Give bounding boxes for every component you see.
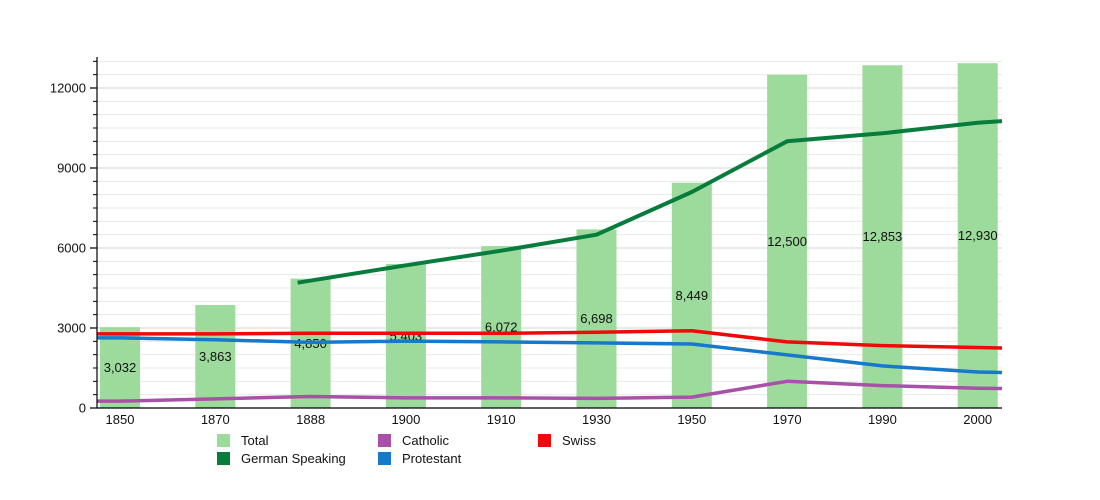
- bar-value-label: 12,930: [958, 228, 998, 243]
- legend-item-total: Total: [217, 432, 269, 448]
- bar: [671, 182, 712, 408]
- y-axis-tick-label: 6000: [57, 241, 86, 256]
- legend-item-catholic: Catholic: [378, 432, 449, 448]
- y-axis-tick-label: 12000: [50, 81, 86, 96]
- bar: [862, 65, 903, 409]
- x-axis-tick-label: 1910: [487, 412, 516, 427]
- legend-item-protestant: Protestant: [378, 450, 462, 466]
- legend-item-german-speaking: German Speaking: [217, 450, 346, 466]
- x-axis-tick-label: 1888: [296, 412, 325, 427]
- bar-value-label: 6,698: [580, 311, 613, 326]
- x-axis-tick-label: 1870: [201, 412, 230, 427]
- series-line-catholic: [97, 379, 1003, 403]
- x-axis-tick-label: 1900: [391, 412, 420, 427]
- x-axis-tick-label: 1930: [582, 412, 611, 427]
- bar-value-label: 8,449: [676, 288, 709, 303]
- series-line-protestant: [97, 336, 1003, 375]
- legend-swatch-total: [217, 433, 230, 447]
- series-line-swiss: [97, 328, 1003, 350]
- x-axis-tick-label: 1950: [677, 412, 706, 427]
- legend-label-german-speaking: German Speaking: [241, 450, 346, 466]
- bar: [195, 304, 236, 408]
- legend-label-protestant: Protestant: [402, 450, 462, 466]
- series-line-german-speaking: [297, 119, 1003, 285]
- x-axis-tick-label: 1970: [773, 412, 802, 427]
- bar-value-label: 6,072: [485, 320, 518, 335]
- bar-value-label: 3,032: [104, 360, 137, 375]
- legend-label-total: Total: [241, 432, 269, 448]
- bar: [576, 229, 617, 408]
- legend-item-swiss: Swiss: [538, 432, 596, 448]
- bar-value-label: 12,500: [767, 234, 807, 249]
- legend-label-swiss: Swiss: [562, 432, 596, 448]
- bar: [100, 327, 140, 408]
- x-axis-tick-label: 1850: [106, 412, 135, 427]
- bar: [481, 246, 522, 408]
- bar: [385, 263, 426, 408]
- y-axis-tick-label: 9000: [57, 161, 86, 176]
- legend-label-catholic: Catholic: [402, 432, 449, 448]
- legend-swatch-protestant: [378, 451, 391, 465]
- legend-swatch-german-speaking: [217, 451, 230, 465]
- legend-swatch-catholic: [378, 433, 391, 447]
- x-axis-tick-label: 2000: [963, 412, 992, 427]
- bar-value-label: 12,853: [863, 229, 903, 244]
- legend-swatch-swiss: [538, 433, 551, 447]
- y-axis-tick-label: 3000: [57, 321, 86, 336]
- x-axis-tick-label: 1990: [868, 412, 897, 427]
- bar-value-label: 3,863: [199, 349, 232, 364]
- y-axis-tick-label: 0: [79, 401, 86, 416]
